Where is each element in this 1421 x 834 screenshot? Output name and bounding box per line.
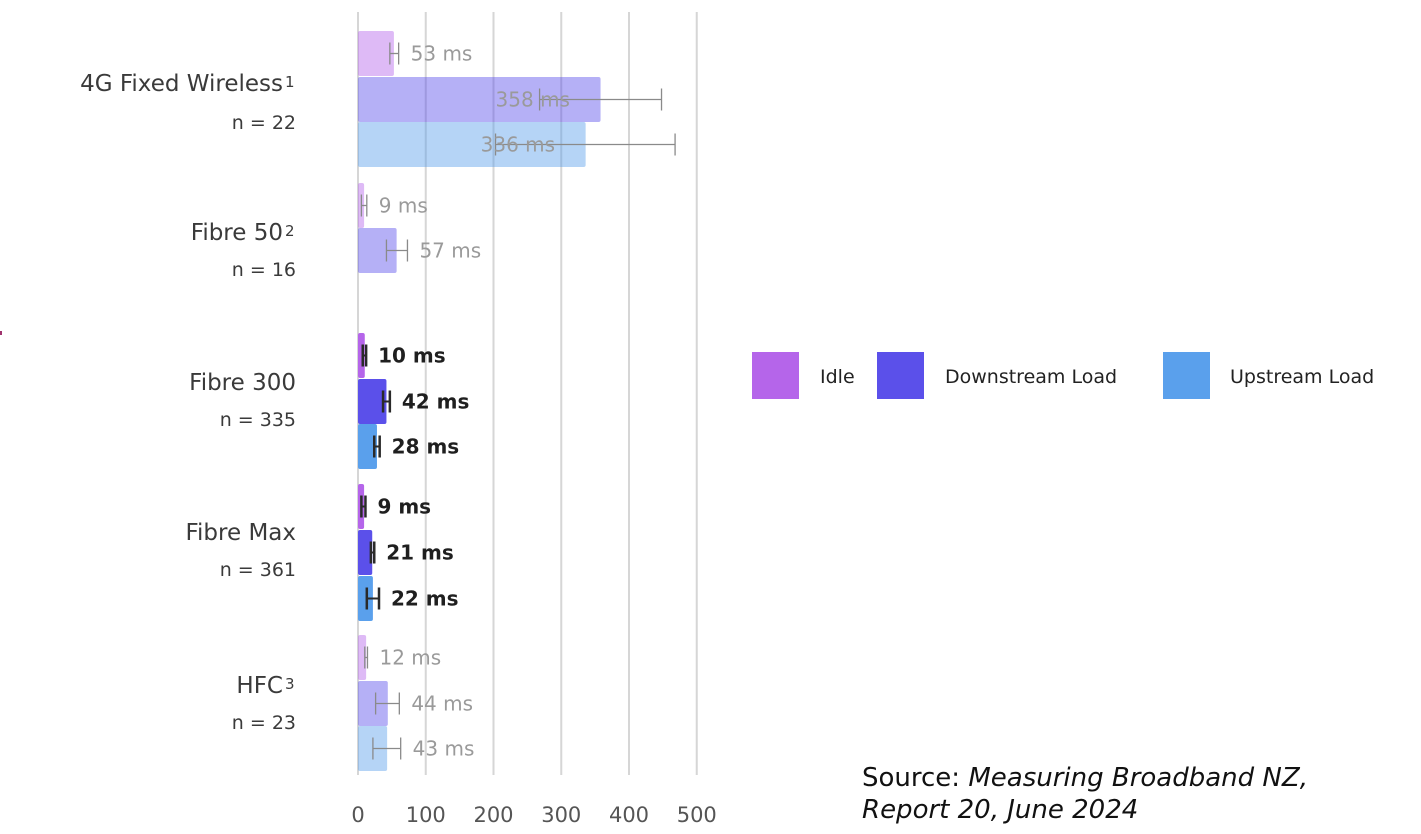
bars	[358, 31, 601, 771]
category-n-1: n = 16	[232, 259, 296, 281]
source-prefix: Source:	[862, 763, 969, 793]
bar-2-2	[358, 424, 377, 469]
category-label-3: Fibre Max	[185, 520, 296, 546]
value-label-3-2: 22 ms	[391, 587, 459, 611]
category-label-1: Fibre 50	[191, 220, 283, 246]
category-n-0: n = 22	[232, 112, 296, 134]
x-tick-label-400: 400	[609, 803, 649, 827]
legend-swatch-0	[752, 352, 799, 399]
x-tick-label-100: 100	[406, 803, 446, 827]
bar-2-1	[358, 379, 387, 424]
value-label-2-0: 10 ms	[378, 344, 446, 368]
x-axis-ticks: 0 100 200 300 400 500	[351, 803, 716, 827]
x-tick-label-500: 500	[677, 803, 717, 827]
bar-0-0	[358, 31, 394, 76]
value-label-3-1: 21 ms	[386, 541, 454, 565]
x-tick-label-0: 0	[351, 803, 364, 827]
category-label-2: Fibre 300	[189, 370, 296, 396]
bar-4-0	[358, 635, 367, 680]
legend: Idle Downstream Load Upstream Load	[752, 352, 1374, 399]
category-n-2: n = 335	[220, 409, 296, 431]
bar-0-1	[358, 77, 601, 122]
bar-4-1	[358, 681, 388, 726]
value-label-2-1: 42 ms	[402, 390, 470, 414]
x-tick-label-200: 200	[473, 803, 513, 827]
category-footnote-0: 1	[285, 73, 295, 91]
category-labels: 4G Fixed Wireless 1 n = 22 Fibre 50 2 n = 16 F…	[80, 71, 296, 734]
value-label-1-1: 57 ms	[419, 239, 481, 263]
value-label-0-2: 336 ms	[481, 133, 555, 157]
gridlines	[357, 12, 698, 775]
legend-label-2: Upstream Load	[1230, 366, 1374, 388]
bar-1-1	[358, 228, 397, 273]
legend-swatch-2	[1163, 352, 1210, 399]
x-tick-label-300: 300	[541, 803, 581, 827]
bar-3-2	[358, 576, 373, 621]
category-label-0: 4G Fixed Wireless	[80, 71, 283, 97]
category-footnote-1: 2	[285, 222, 295, 240]
source-citation-line2: Report 20, June 2024	[862, 795, 1139, 825]
stray-mark	[0, 331, 2, 335]
category-n-4: n = 23	[232, 712, 296, 734]
value-label-4-1: 44 ms	[411, 692, 473, 716]
value-label-0-0: 53 ms	[411, 42, 473, 66]
value-label-3-0: 9 ms	[377, 495, 431, 519]
category-label-4: HFC	[236, 673, 283, 699]
source-citation-line1: Measuring Broadband NZ,	[968, 763, 1308, 793]
bar-2-0	[358, 333, 365, 378]
value-label-4-2: 43 ms	[413, 737, 475, 761]
value-label-4-0: 12 ms	[379, 646, 441, 670]
value-label-2-2: 28 ms	[392, 435, 460, 459]
legend-label-0: Idle	[820, 366, 855, 388]
value-label-1-0: 9 ms	[379, 194, 428, 218]
value-label-0-1: 358 ms	[496, 88, 570, 112]
legend-label-1: Downstream Load	[945, 366, 1117, 388]
category-n-3: n = 361	[220, 559, 296, 581]
category-footnote-4: 3	[285, 675, 295, 693]
error-bars	[360, 42, 676, 760]
value-labels: 53 ms 358 ms 336 ms 9 ms 57 ms 10 ms 42 ms 28 m…	[377, 42, 570, 761]
bar-3-1	[358, 530, 373, 575]
legend-swatch-1	[877, 352, 924, 399]
source-citation: Source: Measuring Broadband NZ, Report 2…	[862, 762, 1421, 826]
bar-0-2	[358, 122, 586, 167]
